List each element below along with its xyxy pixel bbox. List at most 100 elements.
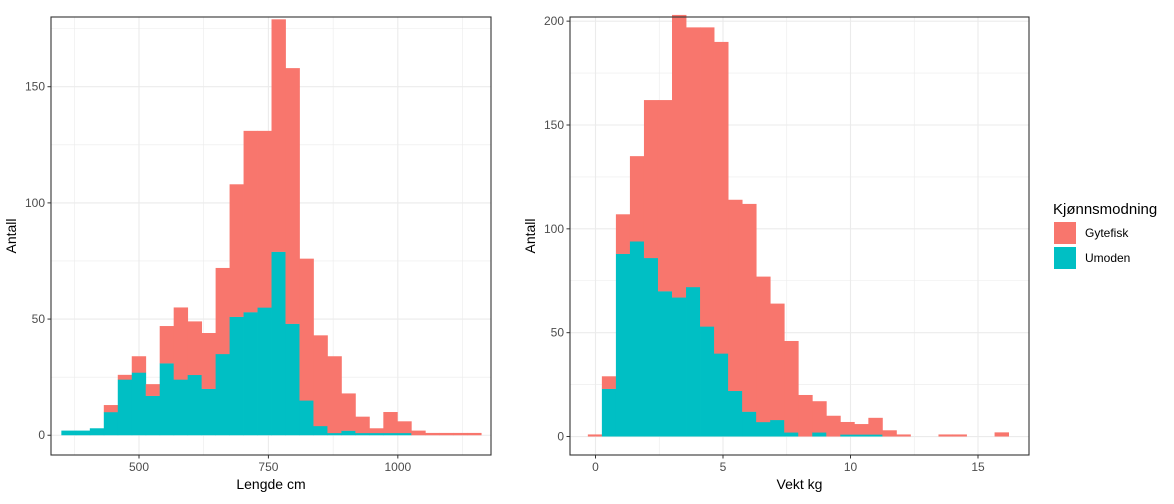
weight-x-tick-label: 5 <box>720 460 727 474</box>
weight-bar-gytefisk-20 <box>868 417 883 435</box>
length-bar-gytefisk-17 <box>299 258 314 401</box>
length-bar-umoden-16 <box>285 323 300 436</box>
weight-bar-gytefisk-9 <box>714 41 729 354</box>
weight-panel-border <box>569 16 1030 456</box>
length-bar-umoden-9 <box>187 374 203 436</box>
weight-bar-gytefisk-22 <box>896 434 911 437</box>
length-bar-gytefisk-23 <box>383 412 398 434</box>
weight-x-tick-label: 15 <box>971 460 985 474</box>
weight-bar-umoden-12 <box>756 421 771 437</box>
weight-bar-gytefisk-25 <box>938 434 953 437</box>
legend-title: Kjønnsmodning <box>1053 201 1157 218</box>
weight-bar-gytefisk-14 <box>784 340 799 433</box>
weight-bar-gytefisk-1 <box>601 376 617 389</box>
length-bar-gytefisk-6 <box>145 384 161 396</box>
weight-bar-umoden-4 <box>643 257 659 437</box>
weight-bar-umoden-18 <box>840 434 855 437</box>
length-y-tick-label: 0 <box>38 428 45 442</box>
weight-bar-gytefisk-12 <box>756 276 771 423</box>
legend-label-gytefisk: Gytefisk <box>1085 226 1129 240</box>
weight-bar-umoden-20 <box>868 434 883 437</box>
weight-bar-gytefisk-15 <box>798 394 813 437</box>
length-x-tick-label: 1000 <box>384 460 411 474</box>
weight-bar-gytefisk-11 <box>742 203 757 412</box>
length-bar-gytefisk-14 <box>257 130 272 308</box>
length-bar-umoden-22 <box>369 432 384 436</box>
length-panel-border <box>50 16 492 456</box>
weight-bar-umoden-2 <box>615 253 631 437</box>
length-bar-gytefisk-25 <box>411 430 426 436</box>
length-y-tick-label: 150 <box>25 80 45 94</box>
legend-key-gytefisk <box>1054 222 1076 244</box>
length-bar-gytefisk-28 <box>453 432 468 436</box>
length-bar-gytefisk-26 <box>425 432 440 436</box>
legend: Kjønnsmodning Gytefisk Umoden <box>1053 201 1157 269</box>
length-histogram-panel: 500 750 1000 0 50 100 150 Lengde cm Antall <box>3 16 492 492</box>
length-bar-umoden-7 <box>159 363 175 436</box>
length-bar-gytefisk-13 <box>243 130 258 313</box>
length-bar-umoden-18 <box>313 425 328 436</box>
length-bar-gytefisk-12 <box>229 184 244 317</box>
weight-y-tick-label: 50 <box>551 326 565 340</box>
weight-bar-gytefisk-4 <box>643 100 659 259</box>
length-bar-gytefisk-3 <box>103 405 119 413</box>
weight-bar-gytefisk-6 <box>672 14 687 298</box>
weight-bar-umoden-6 <box>672 297 687 437</box>
length-bar-umoden-5 <box>131 372 147 436</box>
weight-bar-gytefisk-18 <box>840 421 855 435</box>
length-bar-gytefisk-8 <box>173 307 189 380</box>
weight-bar-gytefisk-19 <box>854 424 869 435</box>
length-bar-umoden-4 <box>117 379 133 436</box>
length-bar-umoden-21 <box>355 432 370 436</box>
length-bar-gytefisk-15 <box>271 19 286 252</box>
length-bar-umoden-8 <box>173 379 189 436</box>
weight-bar-gytefisk-5 <box>657 100 673 292</box>
length-bar-umoden-1 <box>75 430 91 436</box>
weight-bar-umoden-7 <box>686 286 701 437</box>
length-bar-umoden-15 <box>271 251 286 436</box>
length-bar-gytefisk-27 <box>439 432 454 436</box>
weight-y-tick-label: 100 <box>544 222 564 236</box>
length-bar-umoden-17 <box>299 400 314 436</box>
length-bar-gytefisk-22 <box>369 428 384 434</box>
weight-bar-umoden-16 <box>812 432 827 437</box>
weight-bar-umoden-8 <box>700 326 715 437</box>
weight-bar-gytefisk-7 <box>686 27 701 288</box>
weight-y-tick-label: 150 <box>544 118 564 132</box>
weight-bar-umoden-9 <box>714 353 729 437</box>
weight-bar-umoden-5 <box>657 291 673 437</box>
length-bar-gytefisk-7 <box>159 326 175 364</box>
length-bar-gytefisk-19 <box>327 356 342 434</box>
weight-bar-gytefisk-21 <box>882 430 897 437</box>
length-bar-umoden-23 <box>383 432 398 436</box>
length-bar-gytefisk-9 <box>187 321 203 376</box>
length-bar-umoden-14 <box>257 307 272 436</box>
length-bar-gytefisk-18 <box>313 335 328 427</box>
legend-label-umoden: Umoden <box>1085 251 1130 265</box>
length-y-tick-label: 100 <box>25 196 45 210</box>
length-bar-umoden-6 <box>145 395 161 436</box>
length-y-axis-title: Antall <box>3 218 19 253</box>
length-bar-gytefisk-11 <box>215 267 230 355</box>
length-x-tick-label: 750 <box>258 460 278 474</box>
weight-x-tick-label: 0 <box>592 460 599 474</box>
weight-bar-gytefisk-0 <box>587 434 603 437</box>
length-bar-umoden-11 <box>215 353 230 436</box>
length-bar-gytefisk-4 <box>117 374 133 380</box>
length-bar-gytefisk-10 <box>201 333 217 389</box>
length-bar-umoden-2 <box>89 428 105 436</box>
length-bar-umoden-19 <box>327 432 342 436</box>
weight-y-tick-label: 0 <box>557 430 564 444</box>
length-x-tick-label: 500 <box>129 460 149 474</box>
length-bar-umoden-24 <box>397 432 412 436</box>
weight-bar-gytefisk-13 <box>770 303 785 421</box>
length-bar-gytefisk-20 <box>341 393 356 431</box>
length-bar-gytefisk-29 <box>467 432 482 436</box>
length-bar-umoden-0 <box>61 430 77 436</box>
weight-bar-gytefisk-17 <box>826 415 841 437</box>
weight-bar-umoden-14 <box>784 432 799 437</box>
weight-bar-umoden-3 <box>629 241 645 437</box>
weight-bar-gytefisk-3 <box>629 156 645 242</box>
